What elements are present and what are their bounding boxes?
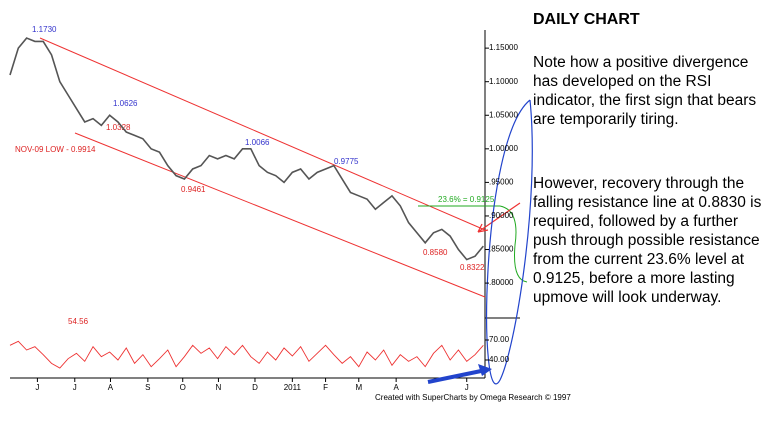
paragraph: However, recovery through the falling re…: [533, 175, 762, 306]
y-tick-label: 1.00000: [489, 144, 518, 153]
annotation: 0.8322: [460, 263, 485, 272]
resistance-line: [39, 37, 486, 231]
arrow: [477, 202, 521, 233]
annotation: 0.9775: [334, 157, 359, 166]
annotation: 54.56: [68, 317, 89, 326]
y-tick-label: 1.05000: [489, 110, 518, 119]
credit: Created with SuperCharts by Omega Resear…: [375, 393, 571, 402]
y-tick-label: 40.00: [489, 355, 510, 364]
plot-area: [10, 30, 485, 378]
y-tick-label: .95000: [489, 178, 514, 187]
x-tick-label: M: [355, 383, 362, 392]
x-tick-label: J: [35, 383, 39, 392]
annotation: 1.0066: [245, 138, 270, 147]
y-tick-label: 1.15000: [489, 43, 518, 52]
x-tick-label: J: [465, 383, 469, 392]
y-tick-label: .80000: [489, 278, 514, 287]
arrow: [427, 368, 487, 384]
bracket: [499, 205, 528, 283]
annotation: NOV-09 LOW - 0.9914: [15, 145, 96, 154]
annotation: 0.9461: [181, 185, 206, 194]
annotation: 1.1730: [32, 25, 57, 34]
x-tick-label: O: [180, 383, 186, 392]
annotation: 1.0626: [113, 99, 138, 108]
annotation: 0.8580: [423, 248, 448, 257]
x-tick-label: A: [108, 383, 114, 392]
x-tick-label: F: [323, 383, 328, 392]
x-tick-label: A: [393, 383, 399, 392]
x-tick-label: S: [145, 383, 150, 392]
y-tick-label: 1.10000: [489, 77, 518, 86]
paragraph: Note how a positive divergence has devel…: [533, 54, 757, 128]
annotation: 23.6% = 0.9125: [438, 195, 495, 204]
ellipse: [486, 99, 533, 385]
y-tick-label: 70.00: [489, 335, 510, 344]
series-line: [9, 37, 484, 261]
y-tick-label: .90000: [489, 211, 514, 220]
annotation: 1.0328: [106, 123, 131, 132]
x-tick-label: J: [73, 383, 77, 392]
x-tick-label: N: [216, 383, 222, 392]
x-tick-label: D: [252, 383, 258, 392]
heading: DAILY CHART: [533, 11, 640, 28]
arrow-head: [478, 364, 492, 376]
y-tick-label: .85000: [489, 245, 514, 254]
x-tick-label: 2011: [284, 383, 302, 392]
series-line: [9, 340, 484, 369]
support-line: [74, 132, 486, 298]
